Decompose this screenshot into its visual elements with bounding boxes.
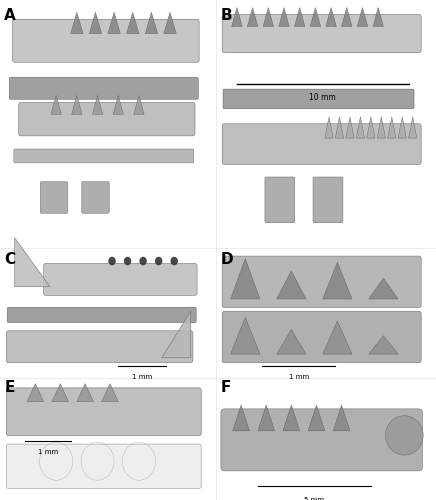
FancyBboxPatch shape bbox=[19, 102, 195, 136]
FancyBboxPatch shape bbox=[7, 308, 196, 322]
Text: B: B bbox=[220, 8, 232, 22]
Polygon shape bbox=[294, 8, 305, 26]
FancyBboxPatch shape bbox=[221, 409, 422, 471]
Polygon shape bbox=[369, 336, 398, 354]
Polygon shape bbox=[310, 8, 320, 26]
FancyBboxPatch shape bbox=[9, 77, 198, 99]
Polygon shape bbox=[231, 318, 260, 354]
Text: 5 mm: 5 mm bbox=[304, 497, 324, 500]
Polygon shape bbox=[325, 116, 333, 138]
Polygon shape bbox=[258, 405, 275, 431]
Polygon shape bbox=[346, 116, 354, 138]
FancyBboxPatch shape bbox=[14, 149, 194, 163]
Polygon shape bbox=[279, 8, 289, 26]
Polygon shape bbox=[108, 12, 120, 34]
Polygon shape bbox=[277, 271, 306, 299]
FancyBboxPatch shape bbox=[222, 124, 421, 164]
FancyBboxPatch shape bbox=[222, 256, 421, 308]
Polygon shape bbox=[356, 116, 364, 138]
Polygon shape bbox=[164, 12, 176, 34]
Polygon shape bbox=[72, 96, 82, 114]
Polygon shape bbox=[51, 96, 61, 114]
Polygon shape bbox=[71, 12, 83, 34]
Polygon shape bbox=[398, 116, 406, 138]
Polygon shape bbox=[89, 12, 102, 34]
Polygon shape bbox=[409, 116, 417, 138]
Polygon shape bbox=[77, 384, 93, 402]
Text: 1 mm: 1 mm bbox=[289, 374, 309, 380]
Text: 1 mm: 1 mm bbox=[132, 374, 152, 380]
Polygon shape bbox=[335, 116, 344, 138]
Polygon shape bbox=[369, 278, 398, 299]
Polygon shape bbox=[113, 96, 123, 114]
Polygon shape bbox=[333, 405, 350, 431]
Polygon shape bbox=[232, 8, 242, 26]
Text: D: D bbox=[220, 252, 233, 268]
FancyBboxPatch shape bbox=[13, 19, 199, 62]
Polygon shape bbox=[52, 384, 68, 402]
Polygon shape bbox=[388, 116, 396, 138]
Polygon shape bbox=[326, 8, 336, 26]
Polygon shape bbox=[367, 116, 375, 138]
Polygon shape bbox=[102, 384, 118, 402]
Polygon shape bbox=[263, 8, 273, 26]
Circle shape bbox=[140, 257, 147, 266]
Text: 1 mm: 1 mm bbox=[38, 449, 58, 455]
Polygon shape bbox=[247, 8, 258, 26]
Polygon shape bbox=[323, 262, 352, 299]
Polygon shape bbox=[308, 405, 325, 431]
Circle shape bbox=[124, 257, 131, 266]
Polygon shape bbox=[162, 311, 191, 358]
FancyBboxPatch shape bbox=[6, 388, 201, 436]
Text: 10 mm: 10 mm bbox=[310, 93, 336, 102]
Polygon shape bbox=[145, 12, 158, 34]
Circle shape bbox=[170, 257, 178, 266]
FancyBboxPatch shape bbox=[222, 311, 421, 363]
FancyBboxPatch shape bbox=[44, 264, 197, 296]
Polygon shape bbox=[373, 8, 383, 26]
Polygon shape bbox=[92, 96, 103, 114]
Polygon shape bbox=[231, 258, 260, 299]
Polygon shape bbox=[15, 238, 50, 287]
FancyBboxPatch shape bbox=[40, 182, 68, 213]
Polygon shape bbox=[233, 405, 249, 431]
Circle shape bbox=[108, 257, 116, 266]
Polygon shape bbox=[341, 8, 352, 26]
FancyBboxPatch shape bbox=[223, 89, 414, 109]
Polygon shape bbox=[283, 405, 300, 431]
Text: C: C bbox=[4, 252, 16, 268]
Circle shape bbox=[155, 257, 162, 266]
FancyBboxPatch shape bbox=[265, 177, 295, 223]
Polygon shape bbox=[357, 8, 368, 26]
Text: E: E bbox=[4, 380, 15, 395]
Polygon shape bbox=[134, 96, 144, 114]
Polygon shape bbox=[323, 321, 352, 354]
FancyBboxPatch shape bbox=[6, 331, 193, 363]
Text: A: A bbox=[4, 8, 16, 22]
FancyBboxPatch shape bbox=[313, 177, 343, 223]
Polygon shape bbox=[126, 12, 139, 34]
Polygon shape bbox=[377, 116, 385, 138]
FancyBboxPatch shape bbox=[222, 14, 421, 52]
Ellipse shape bbox=[385, 416, 423, 455]
Polygon shape bbox=[277, 330, 306, 354]
FancyBboxPatch shape bbox=[6, 444, 201, 488]
FancyBboxPatch shape bbox=[82, 182, 109, 213]
Polygon shape bbox=[27, 384, 44, 402]
Text: F: F bbox=[220, 380, 231, 395]
